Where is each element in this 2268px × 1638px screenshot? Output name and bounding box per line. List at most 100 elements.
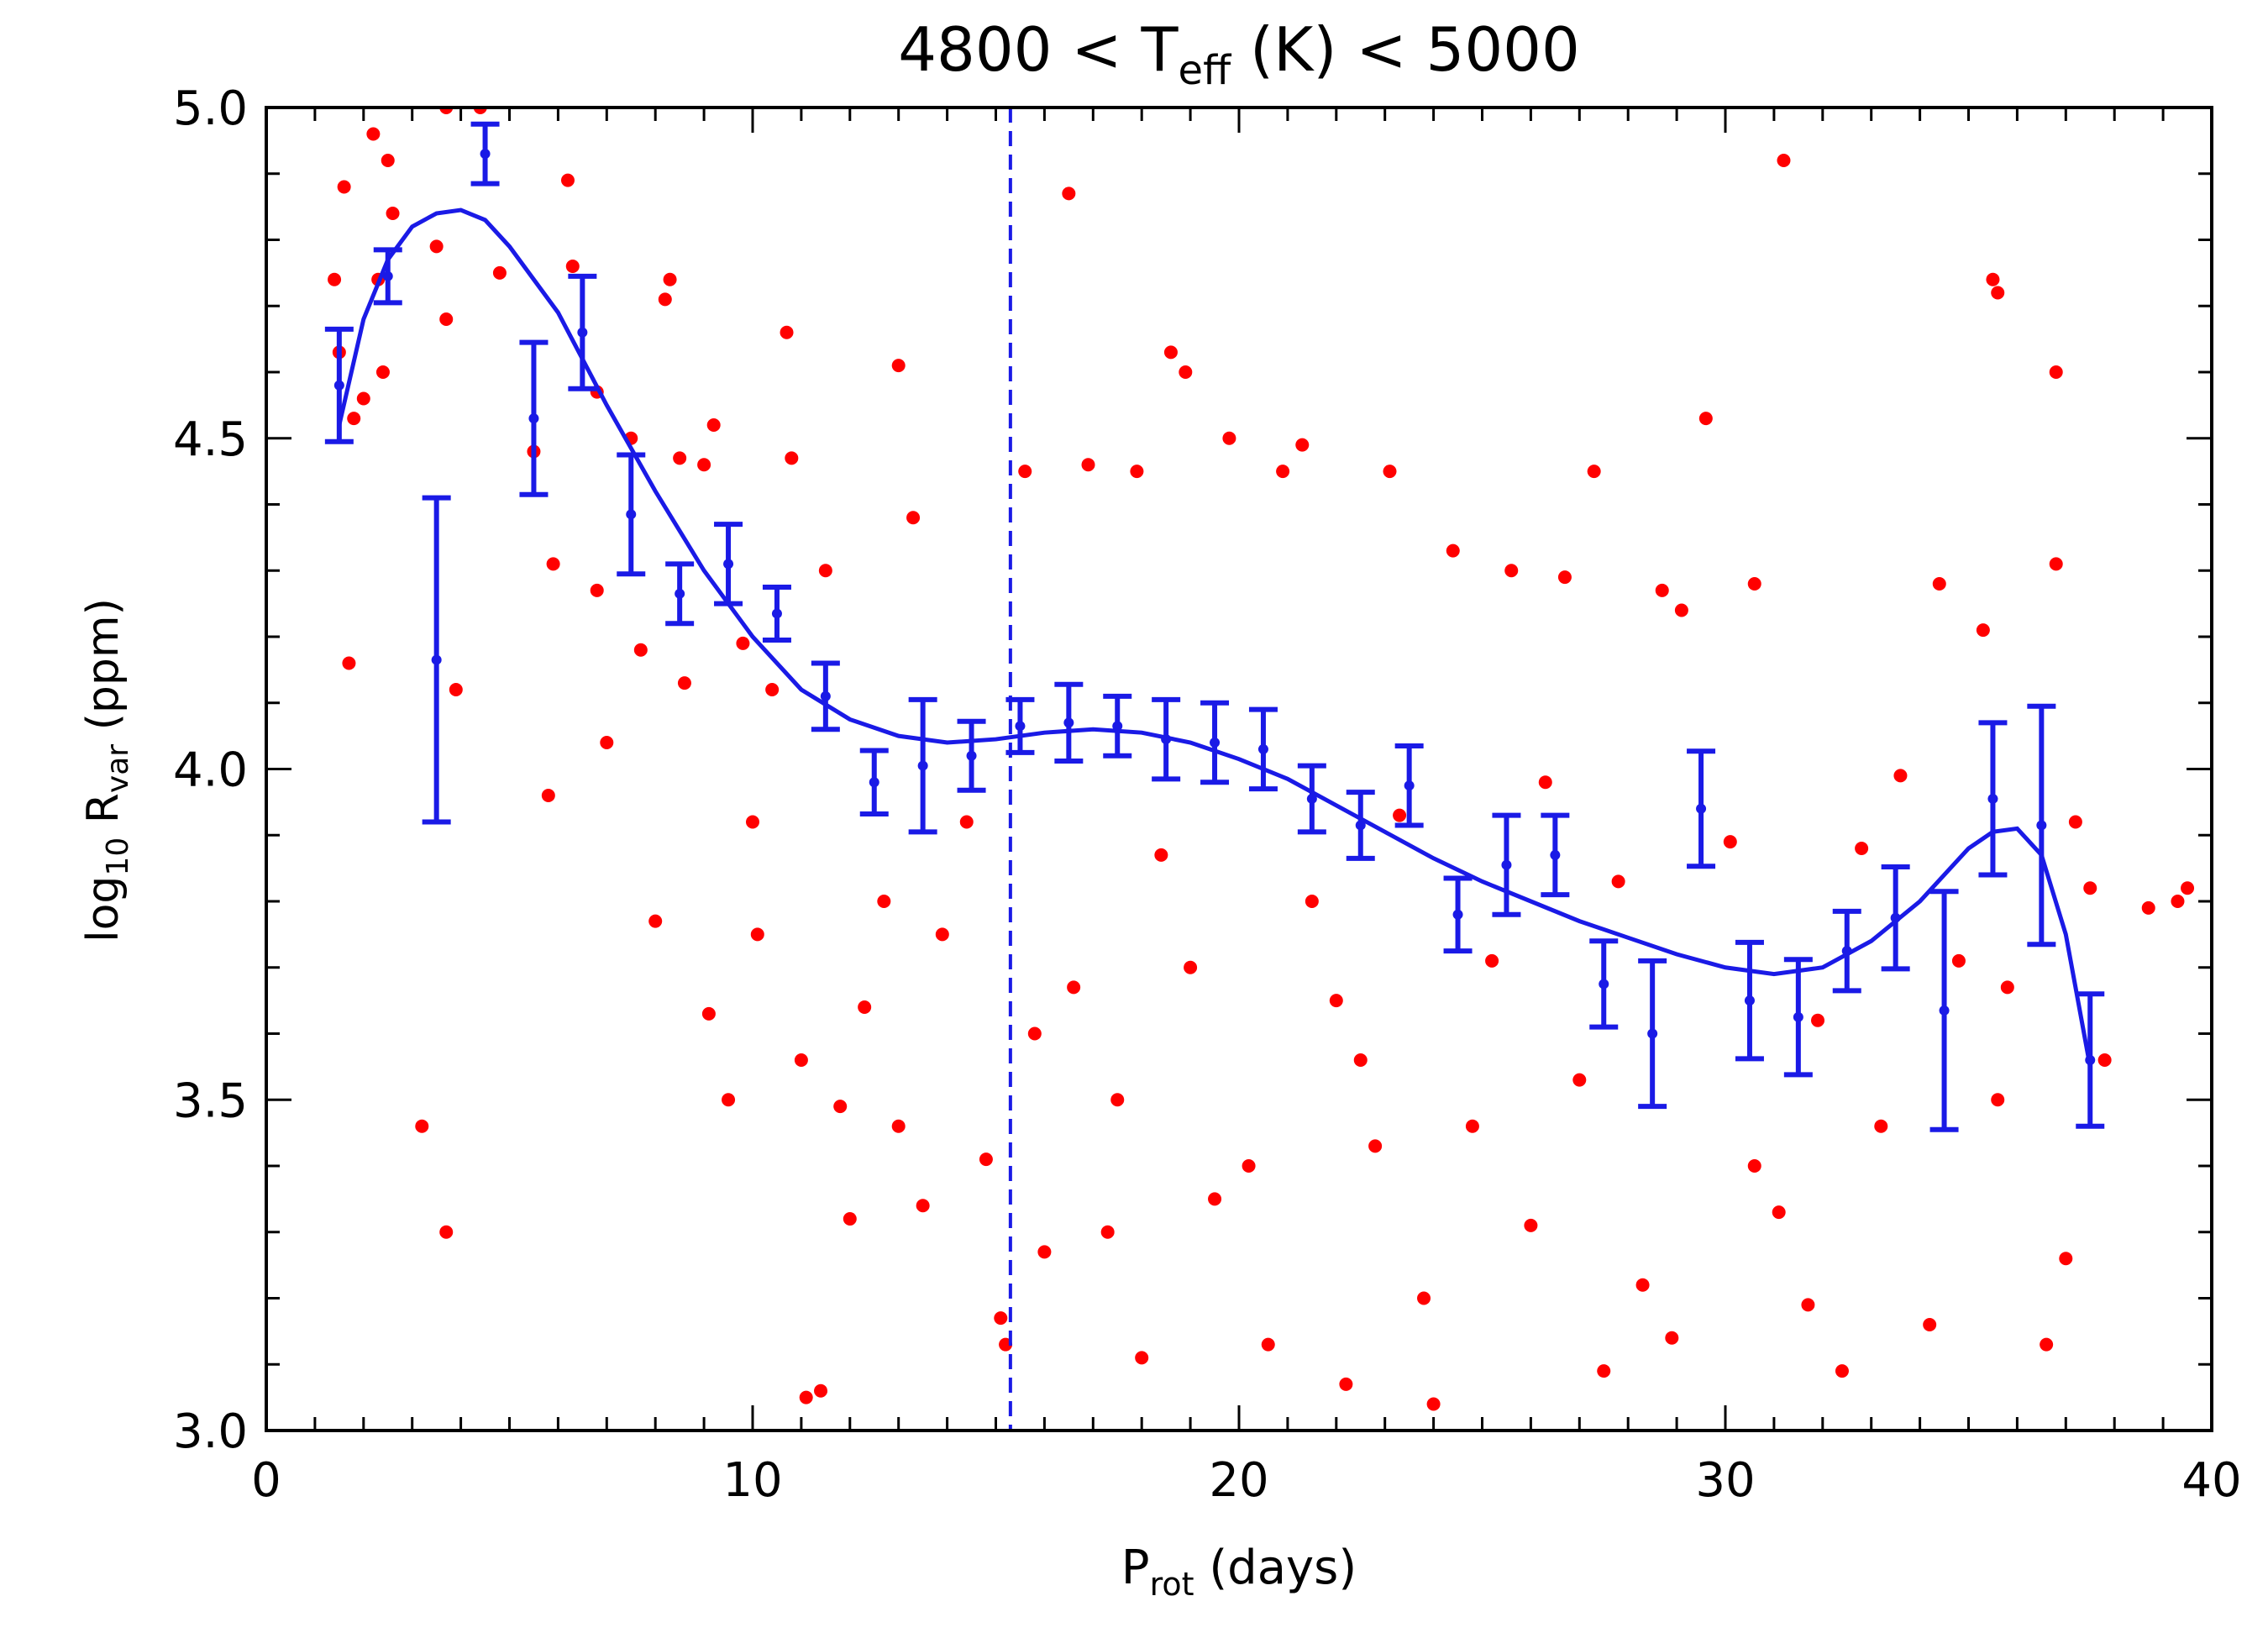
- data-point: [1329, 994, 1343, 1008]
- data-point: [785, 451, 799, 465]
- data-point: [1276, 465, 1290, 479]
- data-point: [1242, 1159, 1256, 1173]
- data-point: [994, 1311, 1008, 1326]
- data-point: [1923, 1318, 1937, 1331]
- data-point: [750, 927, 764, 942]
- bin-point: [1452, 909, 1463, 920]
- data-point: [1426, 1397, 1441, 1411]
- data-point: [818, 564, 832, 578]
- bin-point: [1355, 820, 1366, 831]
- data-point: [2000, 980, 2014, 995]
- data-point: [1976, 623, 1990, 638]
- data-point: [1835, 1364, 1849, 1378]
- bin-point: [1599, 979, 1609, 990]
- data-point: [1801, 1298, 1815, 1312]
- data-point: [935, 927, 949, 942]
- data-point: [1067, 980, 1081, 995]
- bin-point: [820, 690, 831, 701]
- data-point: [1635, 1278, 1650, 1292]
- bin-point: [1841, 946, 1852, 957]
- data-point: [2171, 895, 2185, 908]
- data-point: [1991, 1093, 2005, 1107]
- data-point: [1154, 848, 1168, 862]
- data-point: [560, 173, 575, 187]
- data-point: [2040, 1337, 2054, 1352]
- data-point: [1655, 583, 1669, 597]
- ylabel-sub: 10: [101, 837, 135, 876]
- bin-point: [1501, 859, 1512, 870]
- data-point: [663, 272, 677, 286]
- x-tick-label: 30: [1695, 1453, 1755, 1508]
- data-point: [366, 127, 381, 141]
- data-point: [1698, 412, 1713, 426]
- bin-point: [1161, 734, 1172, 745]
- data-point: [1130, 465, 1144, 479]
- title-part: 4800 < T: [898, 14, 1179, 85]
- bin-point: [1257, 743, 1268, 754]
- data-point: [381, 154, 395, 167]
- x-tick-label: 40: [2181, 1453, 2241, 1508]
- data-point: [1100, 1225, 1115, 1239]
- ylabel-part: R: [78, 793, 129, 837]
- data-point: [906, 511, 921, 525]
- data-point: [814, 1383, 828, 1398]
- data-point: [328, 272, 342, 286]
- title-sub: eff: [1179, 47, 1232, 94]
- data-point: [375, 365, 390, 379]
- data-point: [1368, 1139, 1383, 1153]
- data-point: [1538, 775, 1552, 790]
- fit-line: [337, 207, 2092, 1068]
- data-point: [1665, 1331, 1679, 1345]
- data-point: [858, 1000, 872, 1014]
- x-axis-label: Prot (days): [1121, 1541, 1357, 1603]
- data-point: [794, 1053, 808, 1067]
- data-point: [677, 676, 691, 690]
- data-point: [1674, 603, 1688, 617]
- data-point: [1383, 465, 1397, 479]
- bin-point: [869, 777, 879, 788]
- data-point: [1261, 1337, 1275, 1352]
- data-point: [1110, 1093, 1125, 1107]
- chart-title: 4800 < Teff (K) < 5000: [898, 14, 1580, 94]
- data-point: [356, 391, 370, 406]
- data-point: [1037, 1245, 1052, 1259]
- data-point: [1135, 1351, 1149, 1365]
- data-point: [1991, 286, 2005, 300]
- data-point: [2049, 365, 2063, 379]
- bin-point: [1744, 995, 1755, 1006]
- data-point: [600, 736, 614, 749]
- data-point: [1932, 577, 1946, 591]
- data-point: [722, 1093, 736, 1107]
- data-point: [1184, 960, 1198, 974]
- data-point: [1179, 365, 1193, 379]
- y-tick-label: 3.0: [173, 1404, 248, 1459]
- data-point: [746, 815, 759, 829]
- bin-point: [382, 270, 393, 281]
- data-point: [342, 656, 356, 670]
- data-point: [633, 643, 648, 657]
- bin-point: [2085, 1055, 2096, 1065]
- data-point: [1557, 570, 1572, 585]
- bin-point: [966, 750, 977, 761]
- data-point: [1062, 186, 1076, 201]
- xlabel-part: (days): [1194, 1541, 1357, 1595]
- bin-point: [333, 380, 344, 391]
- data-point: [673, 451, 687, 465]
- data-point: [799, 1390, 813, 1404]
- data-point: [1305, 895, 1319, 908]
- bin-point: [1210, 738, 1221, 748]
- bin-point: [1939, 1005, 1950, 1016]
- bin-point: [1306, 793, 1317, 804]
- data-point: [1222, 431, 1236, 445]
- data-point: [1018, 465, 1032, 479]
- data-point: [429, 239, 444, 254]
- data-point: [701, 1006, 716, 1021]
- data-point: [439, 1225, 454, 1239]
- data-point: [916, 1199, 930, 1213]
- data-point: [843, 1212, 857, 1226]
- data-point: [1747, 577, 1761, 591]
- data-point: [1504, 564, 1519, 578]
- data-point: [337, 180, 351, 194]
